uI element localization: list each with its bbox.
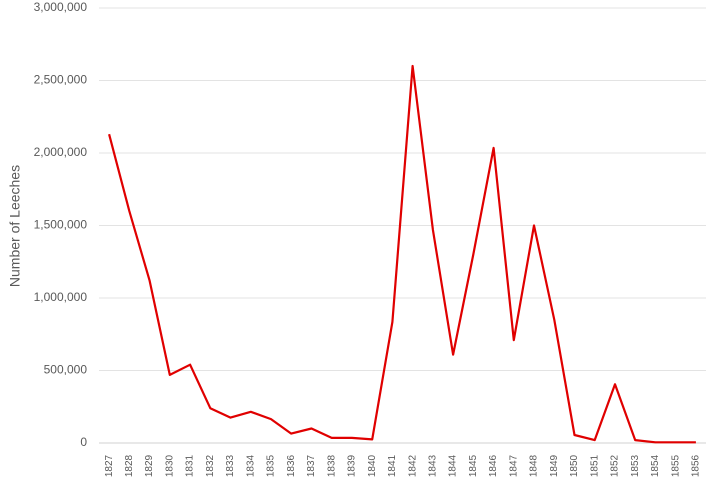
x-tick-label: 1827 bbox=[104, 454, 115, 477]
x-tick-label: 1848 bbox=[529, 454, 540, 477]
x-tick-label: 1852 bbox=[610, 454, 621, 477]
x-tick-label: 1834 bbox=[245, 454, 256, 477]
x-tick-label: 1853 bbox=[630, 454, 641, 477]
x-tick-label: 1849 bbox=[549, 454, 560, 477]
x-tick-label: 1851 bbox=[589, 454, 600, 477]
x-tick-label: 1854 bbox=[650, 454, 661, 477]
y-tick-label: 2,000,000 bbox=[34, 145, 88, 159]
x-tick-label: 1832 bbox=[205, 454, 216, 477]
x-tick-label: 1847 bbox=[508, 454, 519, 477]
x-tick-label: 1835 bbox=[266, 454, 277, 477]
y-tick-label: 2,500,000 bbox=[34, 73, 88, 87]
y-tick-label: 500,000 bbox=[44, 363, 88, 377]
x-tick-label: 1833 bbox=[225, 454, 236, 477]
x-tick-label: 1842 bbox=[407, 454, 418, 477]
x-tick-label: 1841 bbox=[387, 454, 398, 477]
x-tick-label: 1829 bbox=[144, 454, 155, 477]
x-tick-label: 1840 bbox=[367, 454, 378, 477]
x-tick-label: 1843 bbox=[427, 454, 438, 477]
x-tick-label: 1837 bbox=[306, 454, 317, 477]
x-tick-label: 1836 bbox=[286, 454, 297, 477]
x-tick-label: 1855 bbox=[670, 454, 681, 477]
x-tick-label: 1846 bbox=[488, 454, 499, 477]
x-tick-label: 1844 bbox=[448, 454, 459, 477]
x-tick-label: 1828 bbox=[124, 454, 135, 477]
y-tick-label: 1,500,000 bbox=[34, 218, 88, 232]
x-tick-label: 1845 bbox=[468, 454, 479, 477]
x-tick-label: 1856 bbox=[691, 454, 702, 477]
x-tick-label: 1830 bbox=[164, 454, 175, 477]
x-tick-label: 1831 bbox=[185, 454, 196, 477]
x-tick-label: 1850 bbox=[569, 454, 580, 477]
y-tick-label: 1,000,000 bbox=[34, 290, 88, 304]
y-tick-label: 3,000,000 bbox=[34, 0, 88, 14]
y-tick-label: 0 bbox=[80, 435, 87, 449]
x-tick-label: 1838 bbox=[326, 454, 337, 477]
data-line bbox=[108, 64, 696, 444]
y-axis-label: Number of Leeches bbox=[7, 165, 23, 287]
x-tick-label: 1839 bbox=[347, 454, 358, 477]
